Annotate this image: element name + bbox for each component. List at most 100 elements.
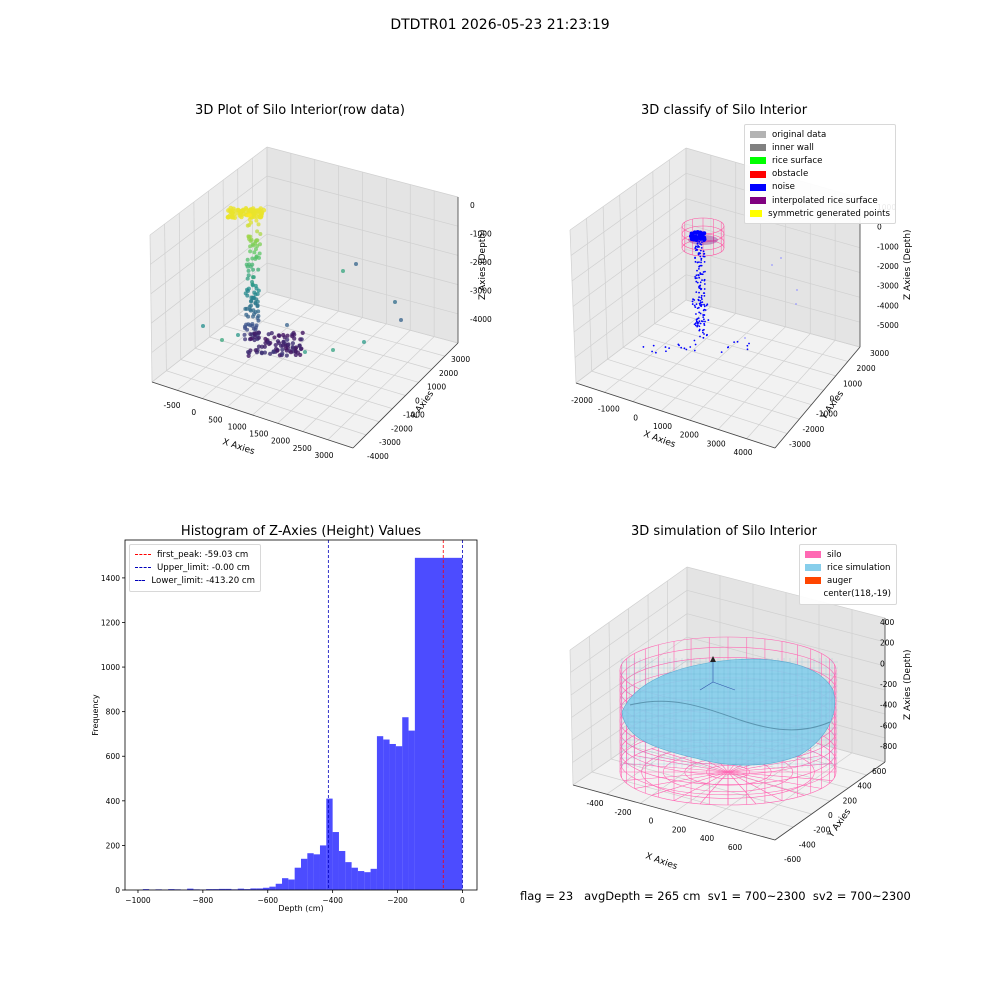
y-tick-label: 1000 xyxy=(101,663,120,672)
silo-spoke xyxy=(727,771,805,796)
tick-label: 0 xyxy=(877,223,882,232)
simulation-plot-title: 3D simulation of Silo Interior xyxy=(631,524,817,539)
noise-point xyxy=(702,316,705,319)
floor-gridline xyxy=(180,359,380,423)
rice-surface-patch xyxy=(621,658,835,766)
noise-point xyxy=(703,305,706,308)
legend-item: Lower_limit: -413.20 cm xyxy=(135,574,255,587)
tick-label: -2000 xyxy=(571,396,593,405)
noise-point xyxy=(702,331,704,334)
wall-gridline xyxy=(150,175,268,265)
auger-axis xyxy=(699,681,714,691)
noise-point xyxy=(689,346,692,348)
histogram-bar xyxy=(307,853,314,890)
data-point xyxy=(285,323,289,327)
histogram-bar xyxy=(218,888,226,890)
data-point xyxy=(293,352,298,358)
noise-point xyxy=(700,294,703,297)
noise-point xyxy=(652,344,655,347)
silo-spoke xyxy=(623,771,729,781)
classify-xlabel: X Axies xyxy=(642,429,677,450)
legend-swatch xyxy=(750,131,766,139)
tick-label: -4000 xyxy=(877,301,899,310)
data-point xyxy=(299,337,304,342)
silo-spoke xyxy=(699,771,729,805)
data-point xyxy=(253,241,258,246)
noise-point xyxy=(698,261,700,264)
data-point xyxy=(250,275,255,280)
data-point xyxy=(258,232,263,237)
histogram-frame xyxy=(124,539,478,891)
data-point xyxy=(243,326,248,331)
raw-plot-title: 3D Plot of Silo Interior(row data) xyxy=(195,103,405,118)
legend-line xyxy=(135,567,151,569)
noise-point xyxy=(698,320,701,323)
left-wall-pane xyxy=(570,148,686,383)
data-point xyxy=(245,276,250,281)
floor-gridline xyxy=(638,335,824,391)
data-point xyxy=(249,303,254,308)
tick-label: -200 xyxy=(813,826,830,835)
data-point xyxy=(290,341,295,346)
noise-point xyxy=(696,269,698,272)
tick-label: 2000 xyxy=(680,431,699,440)
data-point xyxy=(297,343,302,348)
noise-point xyxy=(701,279,703,281)
data-point xyxy=(245,223,250,228)
noise-point xyxy=(703,322,706,325)
noise-point xyxy=(699,322,702,325)
data-point xyxy=(257,214,263,220)
noise-point xyxy=(699,242,702,245)
noise-point xyxy=(706,303,709,306)
wall-gridline xyxy=(208,190,210,338)
noise-point xyxy=(689,237,694,242)
x-tick-label: −200 xyxy=(387,896,408,905)
tick-label: -2000 xyxy=(391,424,413,433)
data-point xyxy=(251,267,256,272)
legend-item: center(118,-19) xyxy=(805,588,891,601)
legend-item: original data xyxy=(750,128,890,141)
noise-point xyxy=(642,346,645,348)
noise-point xyxy=(668,347,671,350)
data-point xyxy=(303,350,307,354)
figure-title: DTDTR01 2026-05-23 21:23:19 xyxy=(390,17,610,33)
floor-gridline xyxy=(209,336,406,396)
noise-point xyxy=(678,344,680,347)
noise-point xyxy=(696,325,699,328)
noise-point xyxy=(693,304,696,307)
noise-point xyxy=(694,247,697,249)
noise-point xyxy=(696,242,699,245)
noise-point xyxy=(703,333,705,335)
histogram-y-ticks: 0 200 400 600 800 1000 1200 1400 xyxy=(101,574,125,895)
data-point xyxy=(272,335,277,340)
histogram-bar xyxy=(313,854,320,890)
tick-label: -2000 xyxy=(877,262,899,271)
tick-label: 2000 xyxy=(271,437,290,446)
histogram-title: Histogram of Z-Axies (Height) Values xyxy=(180,524,422,539)
classify-tick-labels: -2000 -1000 0 1000 2000 3000 4000 -3000 -2000 -10… xyxy=(571,203,899,457)
histogram-ylabel: Frequency xyxy=(91,694,100,736)
tick-label: 1000 xyxy=(427,383,446,392)
legend-label: symmetric generated points xyxy=(768,208,890,219)
tick-label: 2000 xyxy=(857,364,876,373)
noise-point xyxy=(700,261,702,264)
tick-label: 1500 xyxy=(249,430,268,439)
raw-xlabel: X Axies xyxy=(221,437,256,457)
histogram-bar xyxy=(364,872,371,890)
data-point xyxy=(280,351,285,356)
data-point xyxy=(239,214,244,220)
wall-gridline xyxy=(686,613,886,667)
wall-gridline xyxy=(571,198,687,282)
data-point xyxy=(248,336,253,341)
data-point xyxy=(256,222,261,227)
histogram-bar xyxy=(168,889,175,890)
y-tick-label: 1200 xyxy=(101,618,120,627)
noise-point xyxy=(733,341,736,344)
noise-point xyxy=(695,313,697,315)
legend-swatch xyxy=(750,210,763,218)
legend-item: silo xyxy=(805,548,891,561)
auger-arrow xyxy=(710,656,716,662)
legend-swatch xyxy=(805,564,821,572)
noise-point xyxy=(702,237,707,242)
legend-label: Lower_limit: -413.20 cm xyxy=(151,575,255,586)
